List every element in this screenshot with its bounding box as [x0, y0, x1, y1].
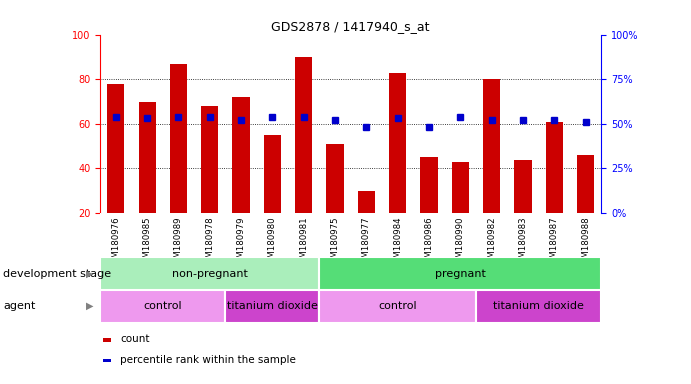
Bar: [319, 290, 476, 323]
Text: control: control: [144, 301, 182, 311]
Text: agent: agent: [3, 301, 36, 311]
Text: pregnant: pregnant: [435, 268, 486, 279]
Text: GSM180975: GSM180975: [330, 216, 339, 269]
Text: count: count: [120, 334, 150, 344]
Bar: [100, 290, 225, 323]
Text: GSM180978: GSM180978: [205, 216, 214, 269]
Bar: [103, 359, 111, 362]
Text: GSM180983: GSM180983: [518, 216, 527, 269]
Text: GSM180980: GSM180980: [268, 216, 277, 269]
Text: percentile rank within the sample: percentile rank within the sample: [120, 355, 296, 365]
Bar: [139, 101, 155, 213]
Text: GSM180977: GSM180977: [362, 216, 371, 269]
Bar: [232, 97, 249, 213]
Bar: [201, 106, 218, 213]
Bar: [264, 135, 281, 213]
Bar: [420, 157, 437, 213]
Bar: [483, 79, 500, 213]
Text: GSM180986: GSM180986: [424, 216, 433, 269]
Bar: [326, 144, 343, 213]
Text: development stage: development stage: [3, 268, 111, 279]
Text: GSM180988: GSM180988: [581, 216, 590, 269]
Title: GDS2878 / 1417940_s_at: GDS2878 / 1417940_s_at: [272, 20, 430, 33]
Bar: [295, 57, 312, 213]
Bar: [225, 290, 319, 323]
Text: GSM180987: GSM180987: [550, 216, 559, 269]
Bar: [319, 257, 601, 290]
Text: control: control: [379, 301, 417, 311]
Text: GSM180984: GSM180984: [393, 216, 402, 269]
Text: GSM180979: GSM180979: [236, 216, 245, 269]
Text: GSM180989: GSM180989: [174, 216, 183, 269]
Text: GSM180985: GSM180985: [142, 216, 151, 269]
Bar: [546, 122, 562, 213]
Text: GSM180976: GSM180976: [111, 216, 120, 269]
Bar: [107, 84, 124, 213]
Text: ▶: ▶: [86, 301, 93, 311]
Text: ▶: ▶: [86, 268, 93, 279]
Bar: [358, 191, 375, 213]
Text: non-pregnant: non-pregnant: [172, 268, 247, 279]
Bar: [452, 162, 469, 213]
Text: titanium dioxide: titanium dioxide: [493, 301, 584, 311]
Text: GSM180981: GSM180981: [299, 216, 308, 269]
Text: titanium dioxide: titanium dioxide: [227, 301, 318, 311]
Bar: [100, 257, 319, 290]
Bar: [389, 73, 406, 213]
Bar: [170, 64, 187, 213]
Bar: [577, 155, 594, 213]
Bar: [476, 290, 601, 323]
Bar: [514, 160, 531, 213]
Text: GSM180982: GSM180982: [487, 216, 496, 269]
Text: GSM180990: GSM180990: [456, 216, 465, 269]
Bar: [103, 338, 111, 341]
